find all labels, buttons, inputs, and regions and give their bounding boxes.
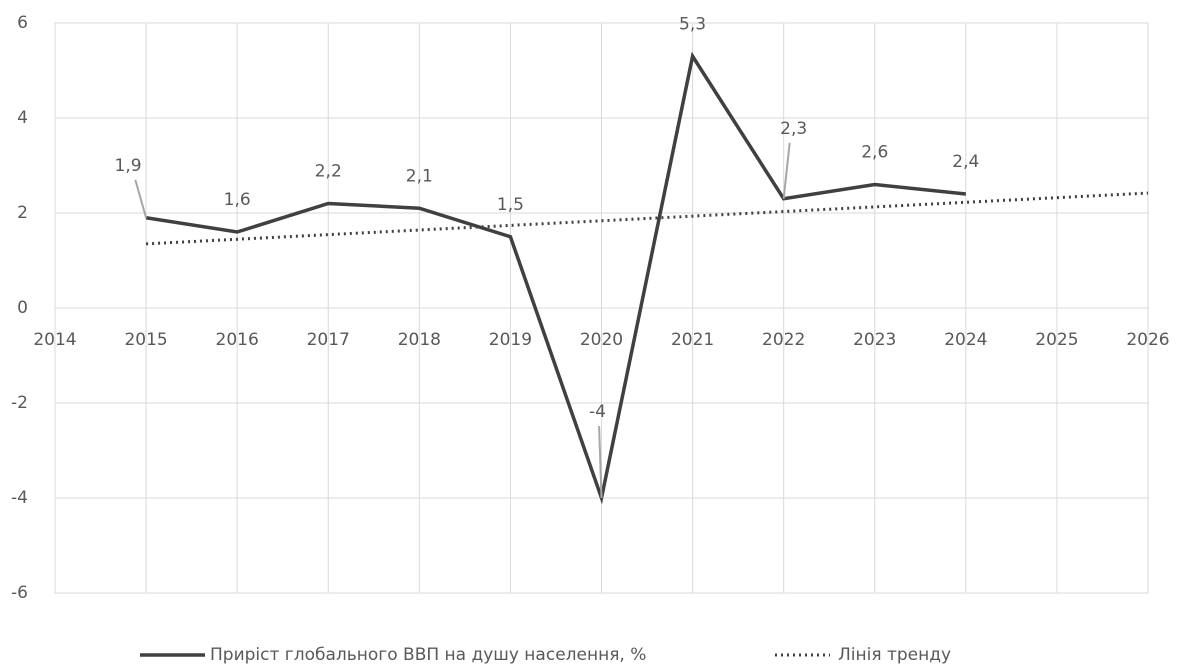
data-label: -4 — [589, 402, 606, 422]
trend-line — [146, 191, 1149, 246]
x-tick-label: 2018 — [398, 330, 441, 350]
x-tick-label: 2023 — [853, 330, 896, 350]
data-label: 2,4 — [952, 152, 979, 172]
data-label: 1,6 — [224, 190, 251, 210]
y-tick-label: 4 — [17, 108, 28, 128]
x-tick-label: 2016 — [216, 330, 259, 350]
data-label: 1,5 — [497, 195, 524, 215]
x-tick-label: 2015 — [124, 330, 167, 350]
data-label: 2,6 — [861, 143, 888, 163]
leader-line — [134, 179, 148, 219]
x-tick-label: 2019 — [489, 330, 532, 350]
data-label: 5,3 — [679, 14, 706, 34]
x-tick-label: 2025 — [1035, 330, 1078, 350]
data-label: 2,1 — [406, 166, 433, 186]
legend-label: Приріст глобального ВВП на душу населенн… — [210, 645, 646, 665]
x-tick-label: 2021 — [671, 330, 714, 350]
leader-line — [598, 425, 603, 499]
leader-line — [782, 142, 791, 199]
y-tick-label: 0 — [17, 298, 28, 318]
x-tick-label: 2017 — [307, 330, 350, 350]
data-label: 2,3 — [780, 119, 807, 139]
data-label: 1,9 — [115, 156, 142, 176]
data-label: 2,2 — [315, 162, 342, 182]
x-tick-label: 2024 — [944, 330, 987, 350]
y-tick-label: 2 — [17, 203, 28, 223]
x-tick-label: 2014 — [33, 330, 76, 350]
y-tick-label: 6 — [17, 13, 28, 33]
legend-label: Лінія тренду — [838, 645, 951, 665]
y-tick-label: -4 — [11, 488, 28, 508]
y-tick-label: -2 — [11, 393, 28, 413]
y-tick-label: -6 — [11, 583, 28, 603]
x-tick-label: 2022 — [762, 330, 805, 350]
x-tick-label: 2020 — [580, 330, 623, 350]
series-line — [145, 51, 967, 505]
x-tick-label: 2026 — [1126, 330, 1169, 350]
